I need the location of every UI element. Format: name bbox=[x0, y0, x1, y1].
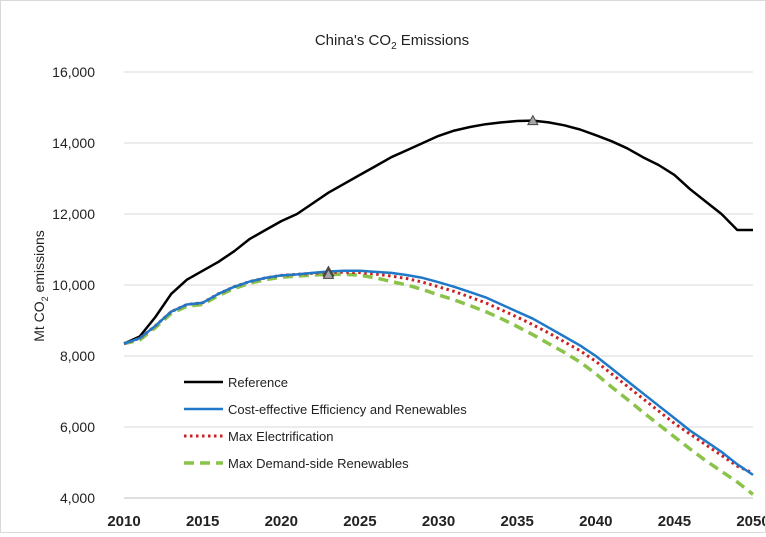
marker-group bbox=[322, 114, 539, 279]
legend: Reference Cost-effective Efficiency and R… bbox=[184, 375, 467, 471]
y-tick-label: 8,000 bbox=[60, 348, 95, 364]
series-line bbox=[123, 272, 755, 496]
y-axis-label: Mt CO2 emissions bbox=[31, 230, 50, 342]
series-line bbox=[123, 119, 753, 345]
peak-marker bbox=[527, 114, 539, 126]
legend-label: Max Demand-side Renewables bbox=[228, 456, 409, 471]
gridlines bbox=[124, 71, 753, 428]
y-tick-label: 10,000 bbox=[52, 277, 95, 293]
series-group bbox=[123, 119, 755, 496]
chart-title: China's CO2 Emissions bbox=[315, 32, 469, 52]
x-tick-label: 2035 bbox=[500, 513, 533, 530]
y-axis-tick-labels: 4,000 6,000 8,000 10,000 12,000 14,000 16,000 bbox=[52, 64, 95, 506]
y-tick-label: 14,000 bbox=[52, 135, 95, 151]
x-axis-tick-labels: 2010 2015 2020 2025 2030 2035 2040 2045 2050 bbox=[107, 513, 766, 530]
legend-label: Max Electrification bbox=[228, 429, 333, 444]
x-tick-label: 2045 bbox=[658, 513, 691, 530]
x-tick-label: 2050 bbox=[736, 513, 765, 530]
legend-label: Cost-effective Efficiency and Renewables bbox=[228, 402, 467, 417]
series-line bbox=[123, 269, 754, 476]
y-tick-label: 16,000 bbox=[52, 64, 95, 80]
legend-label: Reference bbox=[228, 375, 288, 390]
x-tick-label: 2020 bbox=[265, 513, 298, 530]
x-tick-label: 2015 bbox=[186, 513, 219, 530]
x-tick-label: 2010 bbox=[107, 513, 140, 530]
x-tick-label: 2030 bbox=[422, 513, 455, 530]
peak-marker bbox=[322, 268, 335, 279]
y-tick-label: 4,000 bbox=[60, 490, 95, 506]
x-tick-label: 2040 bbox=[579, 513, 612, 530]
series-line bbox=[123, 270, 754, 475]
x-tick-label: 2025 bbox=[343, 513, 376, 530]
y-tick-label: 6,000 bbox=[60, 419, 95, 435]
y-tick-label: 12,000 bbox=[52, 206, 95, 222]
